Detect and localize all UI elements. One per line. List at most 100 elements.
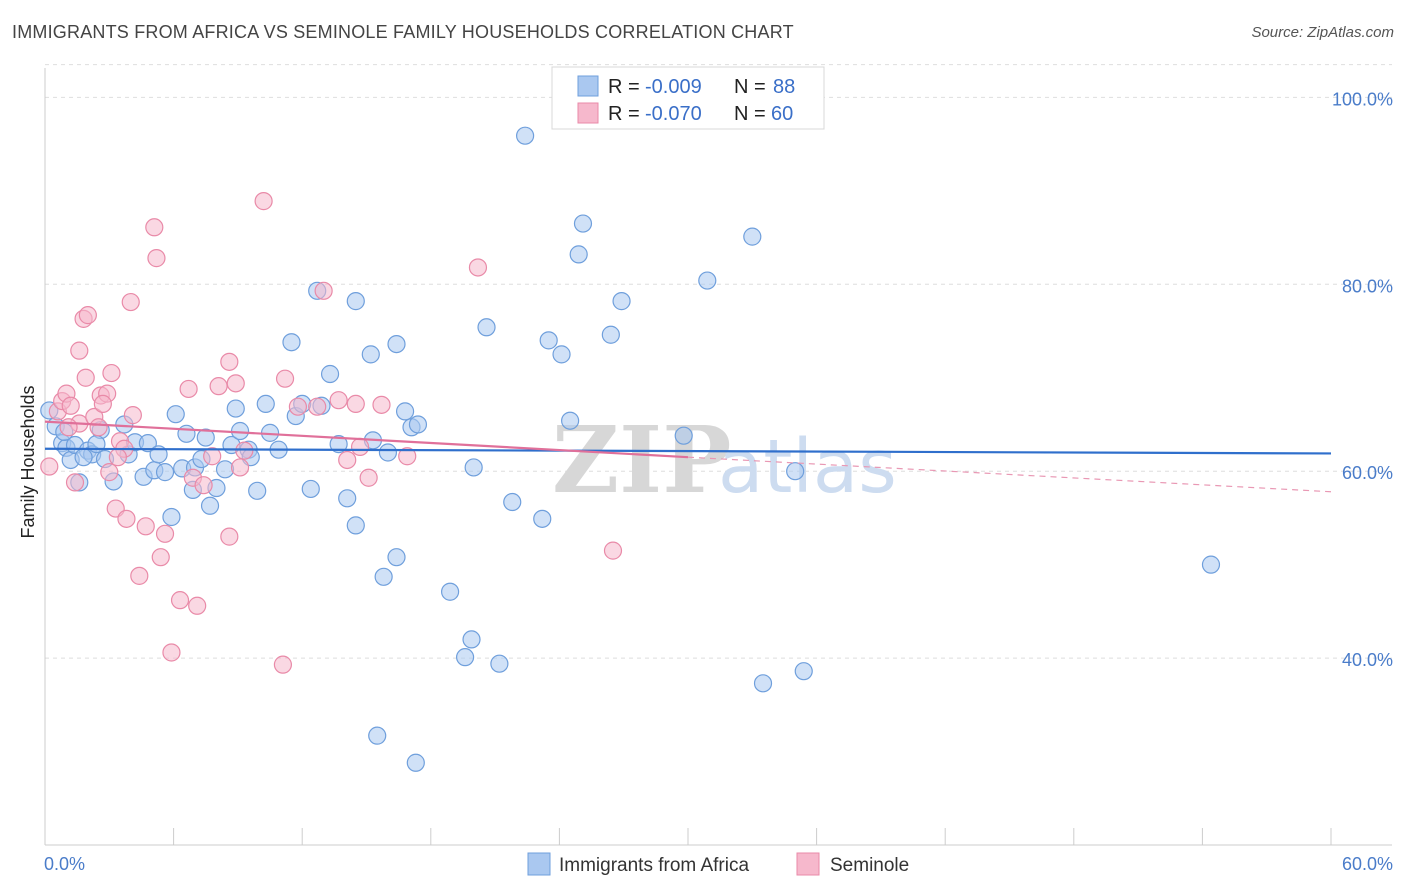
seminole-point	[76, 368, 95, 387]
seminole-point	[130, 566, 149, 585]
africa-point	[698, 271, 717, 290]
stats-r-value-seminole: -0.070	[645, 103, 702, 125]
africa-point	[786, 462, 805, 481]
africa-point	[753, 674, 773, 693]
africa-point	[477, 318, 496, 337]
africa-point	[378, 443, 398, 462]
seminole-point	[372, 395, 391, 414]
seminole-point	[40, 457, 59, 476]
legend-swatch-seminole	[796, 852, 820, 876]
stats-box: R = -0.009 N = 88 R = -0.070 N = 60	[551, 66, 825, 130]
africa-point	[455, 648, 475, 667]
seminole-point	[275, 369, 295, 388]
africa-point	[361, 345, 380, 364]
seminole-point	[121, 292, 140, 312]
chart-title: IMMIGRANTS FROM AFRICA VS SEMINOLE FAMIL…	[12, 22, 794, 42]
seminole-point	[350, 437, 370, 456]
seminole-point	[220, 352, 239, 371]
seminole-point	[230, 458, 250, 477]
africa-point	[552, 345, 571, 364]
seminole-point	[314, 281, 333, 300]
africa-point	[200, 496, 220, 515]
seminole-point	[117, 509, 136, 528]
africa-point	[533, 509, 552, 528]
seminole-point	[273, 655, 293, 674]
stats-r-label-seminole: R =	[608, 103, 640, 125]
africa-point	[226, 399, 245, 418]
seminole-point	[151, 548, 170, 567]
africa-point	[674, 426, 693, 445]
africa-point	[387, 334, 406, 354]
seminole-point	[155, 524, 175, 543]
stats-r-value-africa: -0.009	[645, 76, 702, 98]
africa-point	[301, 479, 320, 499]
africa-point	[395, 402, 415, 421]
africa-point	[440, 582, 460, 601]
seminole-point	[359, 468, 378, 487]
watermark: ZIP atlas	[552, 406, 897, 514]
seminole-point	[194, 476, 213, 495]
trend-line-seminole-extension	[687, 456, 1332, 493]
seminole-point	[162, 643, 181, 662]
y-tick-labels: 40.0% 60.0% 80.0% 100.0%	[1332, 89, 1393, 670]
scatter-points	[40, 126, 1221, 772]
africa-point	[248, 481, 267, 500]
seminole-point	[308, 397, 327, 416]
africa-point	[561, 411, 580, 430]
seminole-point	[108, 448, 127, 467]
africa-point	[516, 126, 535, 145]
africa-point	[612, 292, 631, 311]
seminole-point	[254, 192, 273, 211]
seminole-point	[346, 394, 365, 414]
africa-point	[196, 428, 215, 447]
africa-point	[743, 227, 762, 246]
africa-point	[462, 630, 481, 649]
africa-point	[573, 214, 593, 233]
africa-point	[166, 405, 185, 424]
source-label: Source: ZipAtlas.com	[1251, 24, 1394, 41]
x-tick-label: 0.0%	[44, 854, 85, 874]
seminole-point	[209, 377, 228, 396]
stats-swatch-seminole	[577, 102, 599, 124]
africa-point	[503, 492, 522, 512]
y-tick-label: 80.0%	[1342, 276, 1393, 296]
seminole-point	[100, 463, 119, 482]
seminole-point	[59, 418, 78, 437]
stats-r-label-africa: R =	[608, 76, 640, 98]
seminole-point	[603, 541, 623, 560]
africa-point	[338, 489, 357, 508]
legend: Immigrants from Africa Seminole	[527, 852, 909, 876]
africa-point	[177, 424, 196, 443]
africa-point	[601, 325, 620, 344]
seminole-point	[288, 397, 308, 416]
africa-point	[464, 458, 483, 477]
africa-point	[256, 394, 275, 414]
y-tick-label: 60.0%	[1342, 463, 1393, 483]
africa-point	[74, 448, 93, 467]
seminole-point	[136, 517, 155, 536]
africa-point	[569, 245, 588, 264]
seminole-point	[61, 396, 80, 415]
y-axis-title: Family Households	[18, 385, 38, 538]
africa-point	[162, 507, 181, 527]
watermark-zip: ZIP	[552, 406, 731, 514]
seminole-point	[468, 258, 488, 277]
seminole-point	[147, 249, 166, 268]
axes	[44, 68, 1392, 846]
seminole-point	[145, 218, 164, 237]
africa-point	[329, 434, 348, 454]
seminole-point	[65, 473, 85, 492]
seminole-point	[93, 394, 112, 414]
x-tick-label: 60.0%	[1342, 854, 1393, 874]
africa-point	[138, 434, 157, 453]
seminole-point	[102, 363, 121, 383]
africa-point	[320, 364, 340, 384]
stats-n-value-seminole: 60	[771, 103, 793, 125]
seminole-point	[70, 341, 89, 360]
watermark-atlas: atlas	[718, 424, 897, 510]
seminole-point	[329, 391, 348, 410]
africa-point	[215, 460, 235, 479]
stats-swatch-africa	[577, 75, 599, 97]
seminole-point	[123, 406, 142, 425]
stats-n-value-africa: 88	[773, 76, 795, 98]
